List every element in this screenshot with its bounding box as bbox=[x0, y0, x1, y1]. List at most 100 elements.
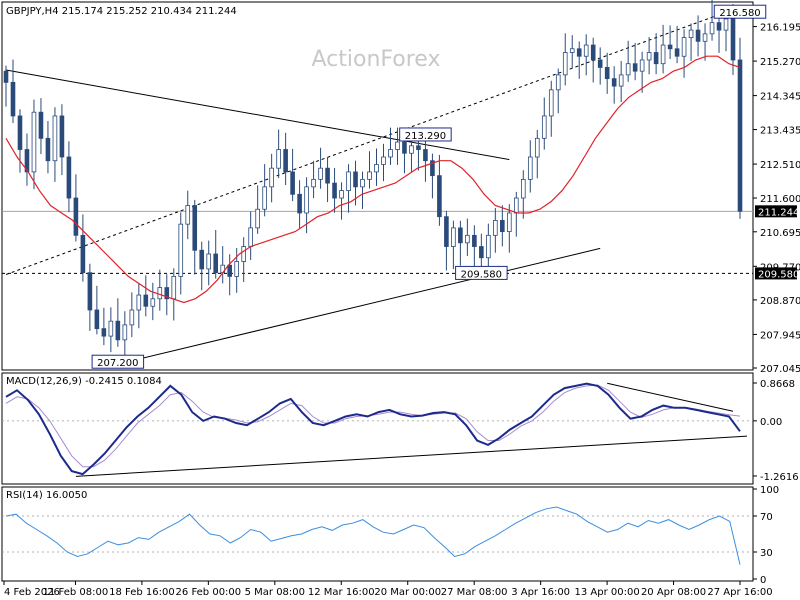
bull-candle bbox=[465, 234, 470, 244]
bull-candle bbox=[409, 145, 414, 154]
bear-candle bbox=[472, 234, 477, 247]
time-tick-label: 4 Feb 2026 bbox=[4, 587, 60, 598]
bull-candle bbox=[688, 29, 694, 38]
bull-candle bbox=[157, 287, 163, 300]
time-tick-label: 20 Apr 08:00 bbox=[641, 587, 706, 598]
annotation-box bbox=[399, 127, 452, 142]
price-tick-label: 212.510 bbox=[760, 160, 800, 171]
macd-trendline bbox=[75, 435, 748, 477]
bull-candle bbox=[381, 156, 386, 165]
time-tick-label: 11 Feb 08:00 bbox=[43, 587, 109, 598]
time-tick-label: 27 Apr 16:00 bbox=[707, 587, 772, 598]
bear-candle bbox=[87, 272, 93, 311]
price-tick-label: 207.945 bbox=[760, 330, 800, 341]
rsi-tick-label: 30 bbox=[760, 548, 773, 559]
bear-candle bbox=[695, 29, 701, 42]
bull-candle bbox=[507, 212, 512, 233]
price-tick-label: 216.195 bbox=[760, 23, 800, 34]
bear-candle bbox=[24, 149, 30, 173]
time-tick-label: 18 Feb 16:00 bbox=[109, 587, 175, 598]
price-axis: 216.195 215.270 214.345 213.435 212.510 211.6… bbox=[753, 23, 800, 375]
bull-candle bbox=[639, 59, 645, 72]
bear-candle bbox=[716, 22, 722, 31]
annotation-label: 216.580 bbox=[719, 8, 760, 19]
bear-candle bbox=[604, 67, 610, 80]
bull-candle bbox=[248, 227, 253, 247]
bull-candle bbox=[318, 167, 323, 180]
bear-candle bbox=[730, 18, 736, 61]
bear-candle bbox=[73, 197, 79, 236]
annotation-label: 209.580 bbox=[461, 269, 502, 280]
bear-candle bbox=[297, 193, 302, 214]
bull-candle bbox=[31, 111, 37, 173]
macd-series bbox=[2, 382, 753, 477]
bull-candle bbox=[269, 167, 274, 188]
price-gridlines bbox=[2, 210, 753, 274]
bull-candle bbox=[262, 186, 267, 210]
bull-candle bbox=[171, 275, 177, 300]
bull-candle bbox=[185, 205, 191, 225]
macd-axis: 0.8668 0.00 -1.2616 bbox=[753, 379, 799, 483]
bear-candle bbox=[115, 320, 121, 341]
bear-candle bbox=[10, 81, 16, 117]
bull-candle bbox=[241, 246, 246, 262]
bull-candle bbox=[681, 37, 687, 57]
bull-candle bbox=[304, 186, 309, 214]
rsi-line bbox=[5, 506, 741, 565]
bull-candle bbox=[206, 253, 212, 270]
time-tick-label: 13 Apr 00:00 bbox=[574, 587, 639, 598]
bull-candle bbox=[709, 22, 715, 35]
bear-candle bbox=[667, 44, 673, 50]
macd-tick-label: 0.8668 bbox=[760, 379, 795, 390]
price-tick-label: 215.270 bbox=[760, 57, 800, 68]
bull-candle bbox=[346, 171, 351, 191]
time-tick-label: 5 Mar 08:00 bbox=[245, 587, 305, 598]
bull-candle bbox=[493, 220, 498, 236]
bear-candle bbox=[325, 167, 330, 184]
rsi-series bbox=[2, 506, 753, 565]
price-tick-label: 213.435 bbox=[760, 126, 800, 137]
support-price-tag: 209.580 bbox=[758, 269, 799, 280]
bull-candle bbox=[723, 18, 729, 31]
macd-main-line bbox=[5, 382, 741, 476]
bull-candle bbox=[374, 164, 379, 173]
bull-candle bbox=[395, 141, 400, 150]
bull-candle bbox=[646, 52, 652, 61]
bull-candle bbox=[583, 44, 589, 57]
moving-average-line bbox=[5, 55, 741, 304]
rsi-tick-label: 70 bbox=[760, 512, 773, 523]
bear-candle bbox=[576, 48, 582, 57]
bull-candle bbox=[129, 309, 135, 326]
current-price-tag: 211.244 bbox=[758, 207, 799, 218]
price-tick-label: 207.045 bbox=[760, 364, 800, 375]
bear-candle bbox=[402, 141, 407, 154]
annotation-label: 213.290 bbox=[405, 131, 446, 142]
candlestick-series bbox=[3, 0, 743, 356]
macd-tick-label: 0.00 bbox=[760, 417, 782, 428]
annotation-box bbox=[713, 4, 767, 19]
bear-candle bbox=[143, 294, 149, 307]
price-tick-label: 211.600 bbox=[760, 194, 800, 205]
bear-candle bbox=[38, 111, 44, 139]
bear-candle bbox=[597, 59, 603, 68]
moving-average-series bbox=[5, 55, 741, 304]
bull-candle bbox=[122, 324, 128, 341]
bear-candle bbox=[199, 249, 205, 270]
bear-candle bbox=[290, 171, 295, 195]
bull-candle bbox=[534, 137, 540, 158]
rsi-axis: 100 70 30 0 bbox=[753, 485, 779, 586]
bear-candle bbox=[213, 253, 219, 274]
bull-candle bbox=[360, 178, 365, 188]
bear-candle bbox=[164, 287, 170, 300]
bull-candle bbox=[625, 63, 631, 76]
bear-candle bbox=[437, 175, 442, 218]
time-tick-label: 20 Mar 00:00 bbox=[374, 587, 441, 598]
bull-candle bbox=[388, 149, 393, 158]
bear-candle bbox=[192, 205, 198, 251]
bull-candle bbox=[451, 227, 456, 247]
bull-candle bbox=[541, 115, 547, 139]
bear-candle bbox=[45, 137, 51, 162]
bear-candle bbox=[94, 309, 100, 330]
